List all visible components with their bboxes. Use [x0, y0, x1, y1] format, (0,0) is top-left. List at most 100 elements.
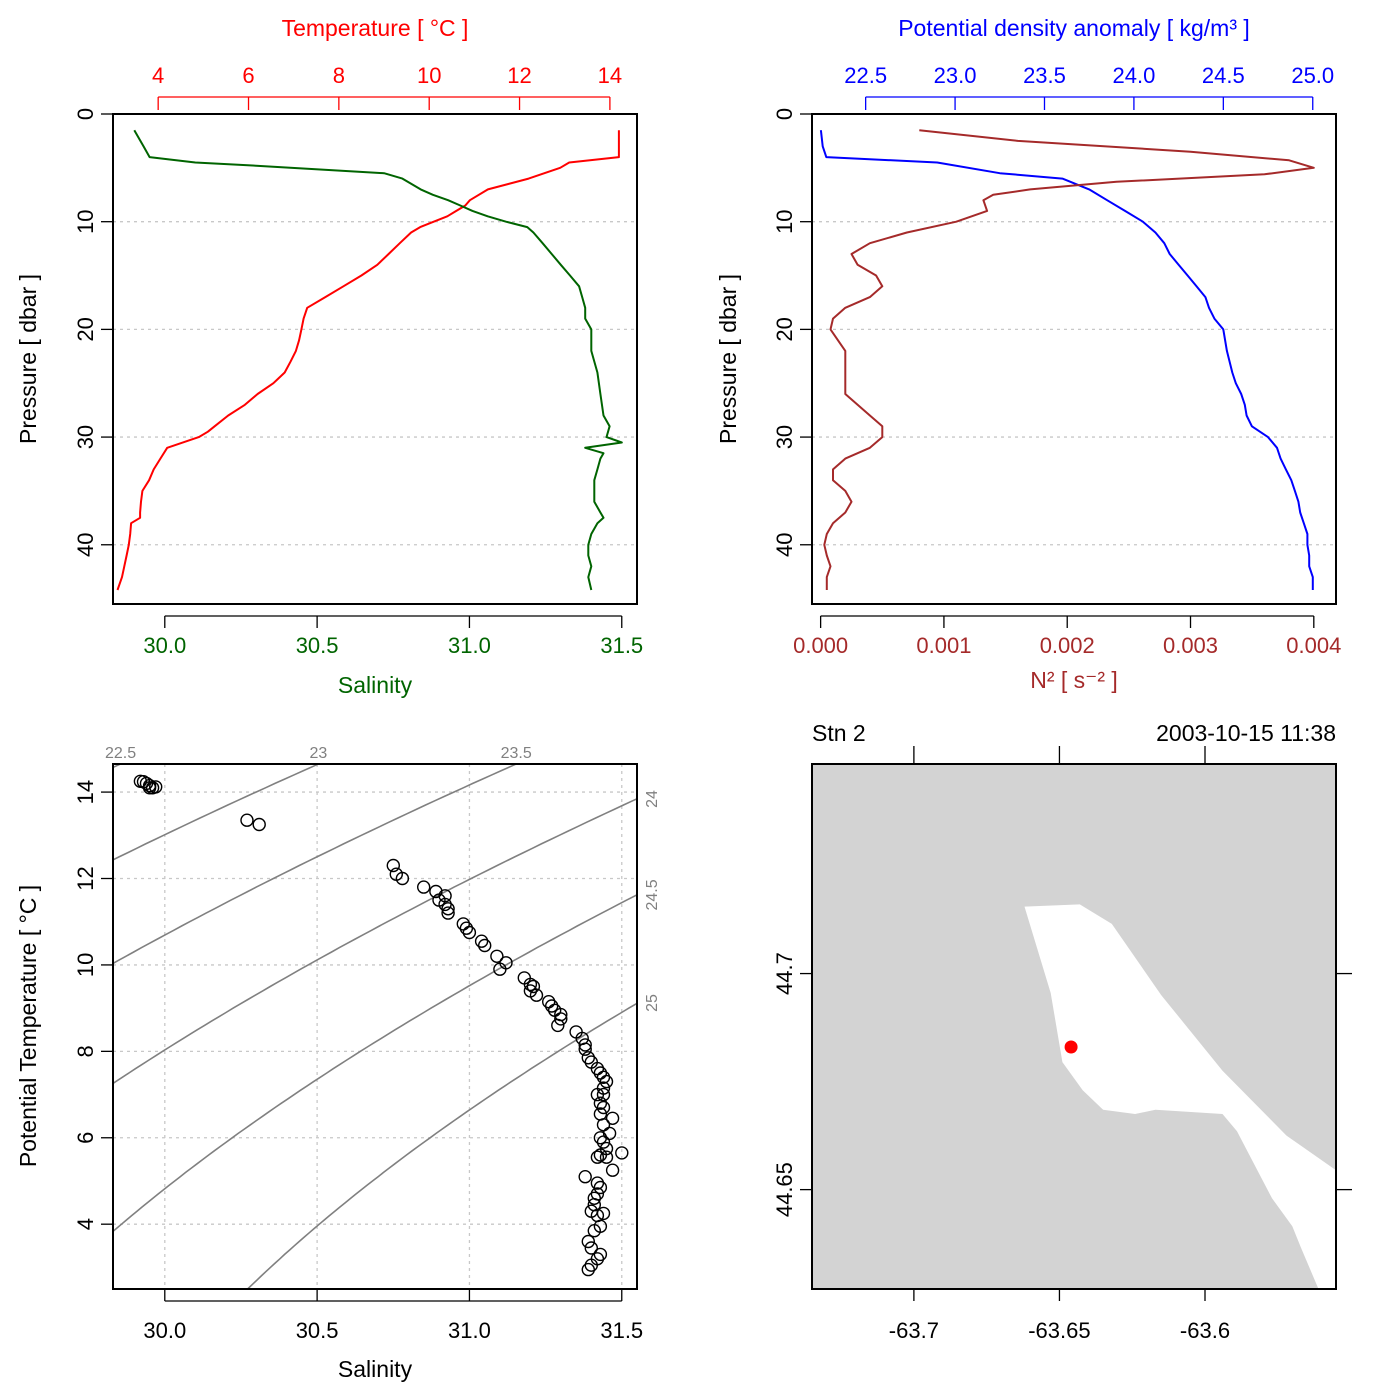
- panel3-points: [133, 774, 629, 1277]
- panel1-top-tick-label: 12: [507, 63, 531, 88]
- panel2-bottom-tick-label: 0.001: [916, 633, 971, 658]
- ts-point: [593, 1148, 608, 1162]
- station-marker-layer: [1064, 1040, 1078, 1054]
- panel2-y-tick-label: 20: [772, 317, 797, 341]
- ts-point: [523, 984, 538, 998]
- map-x-tick-label: -63.65: [1028, 1318, 1090, 1343]
- ts-point: [593, 1180, 608, 1195]
- panel2-frame: [811, 113, 1337, 605]
- panel1-series-line-bottom-axis: [133, 129, 623, 591]
- ts-point: [551, 1018, 565, 1033]
- ts-point: [599, 1150, 614, 1164]
- panel2-bottom-tick-label: 0.004: [1286, 633, 1341, 658]
- map-y-tick-label: 44.65: [772, 1162, 797, 1217]
- isopycnal-label: 24.5: [644, 879, 661, 910]
- panel2-series-line-bottom-axis: [823, 129, 1315, 590]
- panel2-top-tick-label: 25.0: [1291, 63, 1334, 88]
- panel3-y-tick-label: 6: [73, 1132, 98, 1144]
- panel1-top-tick-label: 6: [242, 63, 254, 88]
- panel1-top-tick-label: 10: [417, 63, 441, 88]
- panel1-frame: [112, 113, 638, 605]
- panel3-x-tick-label: 30.0: [143, 1318, 186, 1343]
- map-water: [1024, 904, 1336, 1289]
- ts-point: [605, 1163, 620, 1177]
- ts-point: [590, 1087, 605, 1102]
- panel1-grid: [113, 221, 637, 546]
- ts-point: [462, 925, 477, 940]
- ts-point: [593, 1096, 608, 1110]
- map-x-tick-label: -63.7: [889, 1318, 939, 1343]
- ts-point: [587, 1191, 601, 1206]
- ts-point: [587, 1223, 601, 1238]
- panel2-y-tick-label: 10: [772, 209, 797, 233]
- ts-point: [578, 1042, 592, 1056]
- panel2-top-tick-label: 23.5: [1023, 63, 1066, 88]
- ts-point: [593, 1131, 608, 1145]
- ts-point: [596, 1070, 611, 1085]
- panel2-top-tick-label: 24.0: [1112, 63, 1155, 88]
- panel2-series-line-top-axis: [819, 130, 1314, 590]
- panel2-y-tick-label: 40: [772, 533, 797, 557]
- panel2-bottom-axis-label: N² [ s⁻² ]: [1030, 667, 1118, 693]
- ts-point: [590, 1150, 605, 1164]
- panel3-isopycnal-labels: 22.5 23 23.5 24 24.5 25: [105, 745, 661, 1012]
- map-x-tick-label: -63.6: [1180, 1318, 1230, 1343]
- ts-point: [490, 949, 504, 963]
- isopycnal-label: 22.5: [105, 745, 136, 762]
- panel1-bottom-axis-label: Salinity: [338, 672, 413, 698]
- panel2-top-axis-label: Potential density anomaly [ kg/m³ ]: [898, 15, 1250, 41]
- panel1-y-tick-label: 30: [73, 425, 98, 449]
- ts-point: [596, 1100, 611, 1115]
- isopycnal-label: 24: [644, 790, 661, 808]
- panel3-y-axis-label: Potential Temperature [ °C ]: [15, 885, 41, 1167]
- panel2-top-tick-label: 24.5: [1202, 63, 1245, 88]
- panel3-x-axis-label: Salinity: [338, 1356, 413, 1382]
- panel2-bottom-tick-label: 0.003: [1163, 633, 1218, 658]
- panel2-top-tick-label: 23.0: [934, 63, 977, 88]
- panel2-y-tick-label: 0: [772, 108, 797, 120]
- isopycnal-line: [113, 764, 321, 861]
- panel1-profiles: [116, 129, 623, 591]
- panel2-bottom-tick-label: 0.002: [1040, 633, 1095, 658]
- map-station-title: Stn 2: [812, 720, 866, 746]
- panel2-axes: 0 10 20 30 40 22.5 23.0 23.5 24.0 24.5 25.0 0.000 0.…: [772, 63, 1341, 658]
- ts-point: [542, 995, 556, 1009]
- ts-point: [252, 817, 266, 832]
- ts-point: [395, 871, 410, 886]
- panel1-axes: 0 10 20 30 40 4 6 8 10 12 14 30.0 30.5 31.0 31.5: [73, 63, 643, 658]
- ts-point: [581, 1234, 595, 1249]
- panel2-grid: [812, 221, 1336, 546]
- panel3-y-tick-label: 12: [73, 866, 98, 890]
- panel3-y-tick-label: 4: [73, 1218, 98, 1230]
- ts-point: [578, 1169, 592, 1184]
- isopycnal-line: [113, 797, 637, 1085]
- ts-point: [584, 1241, 598, 1255]
- ts-point: [523, 977, 538, 992]
- ts-point: [605, 1111, 620, 1126]
- panel1-top-tick-label: 8: [333, 63, 345, 88]
- ts-point: [417, 880, 431, 894]
- panel3-axes: 30.0 30.5 31.0 31.5 4 6 8 10 12 14: [73, 780, 643, 1343]
- panel1-bottom-tick-label: 31.5: [600, 633, 643, 658]
- ts-point: [596, 1135, 611, 1149]
- panel1-series-line-top-axis: [116, 130, 620, 591]
- panel1-bottom-tick-label: 30.5: [296, 633, 339, 658]
- ts-point: [474, 934, 489, 948]
- ts-point: [596, 1206, 611, 1221]
- ts-point: [596, 1118, 611, 1132]
- ts-point: [615, 1146, 629, 1160]
- ts-point: [240, 813, 254, 827]
- panel3-isopycnals: [113, 764, 637, 1289]
- ts-point: [599, 1074, 614, 1089]
- ts-diagram-panel: 30.0 30.5 31.0 31.5 4 6 8 10 12 14 22.5 23 23.5 24 24…: [15, 745, 661, 1382]
- panel3-grid: [113, 764, 637, 1289]
- ts-point: [438, 889, 452, 903]
- ts-point: [386, 858, 400, 873]
- isopycnal-label: 25: [644, 994, 661, 1012]
- panel1-top-tick-label: 4: [152, 63, 164, 88]
- panel1-y-tick-label: 0: [73, 108, 98, 120]
- panel3-y-tick-label: 8: [73, 1045, 98, 1057]
- ts-point: [145, 781, 160, 795]
- panel1-bottom-tick-label: 30.0: [143, 633, 186, 658]
- panel2-profiles: [819, 129, 1315, 590]
